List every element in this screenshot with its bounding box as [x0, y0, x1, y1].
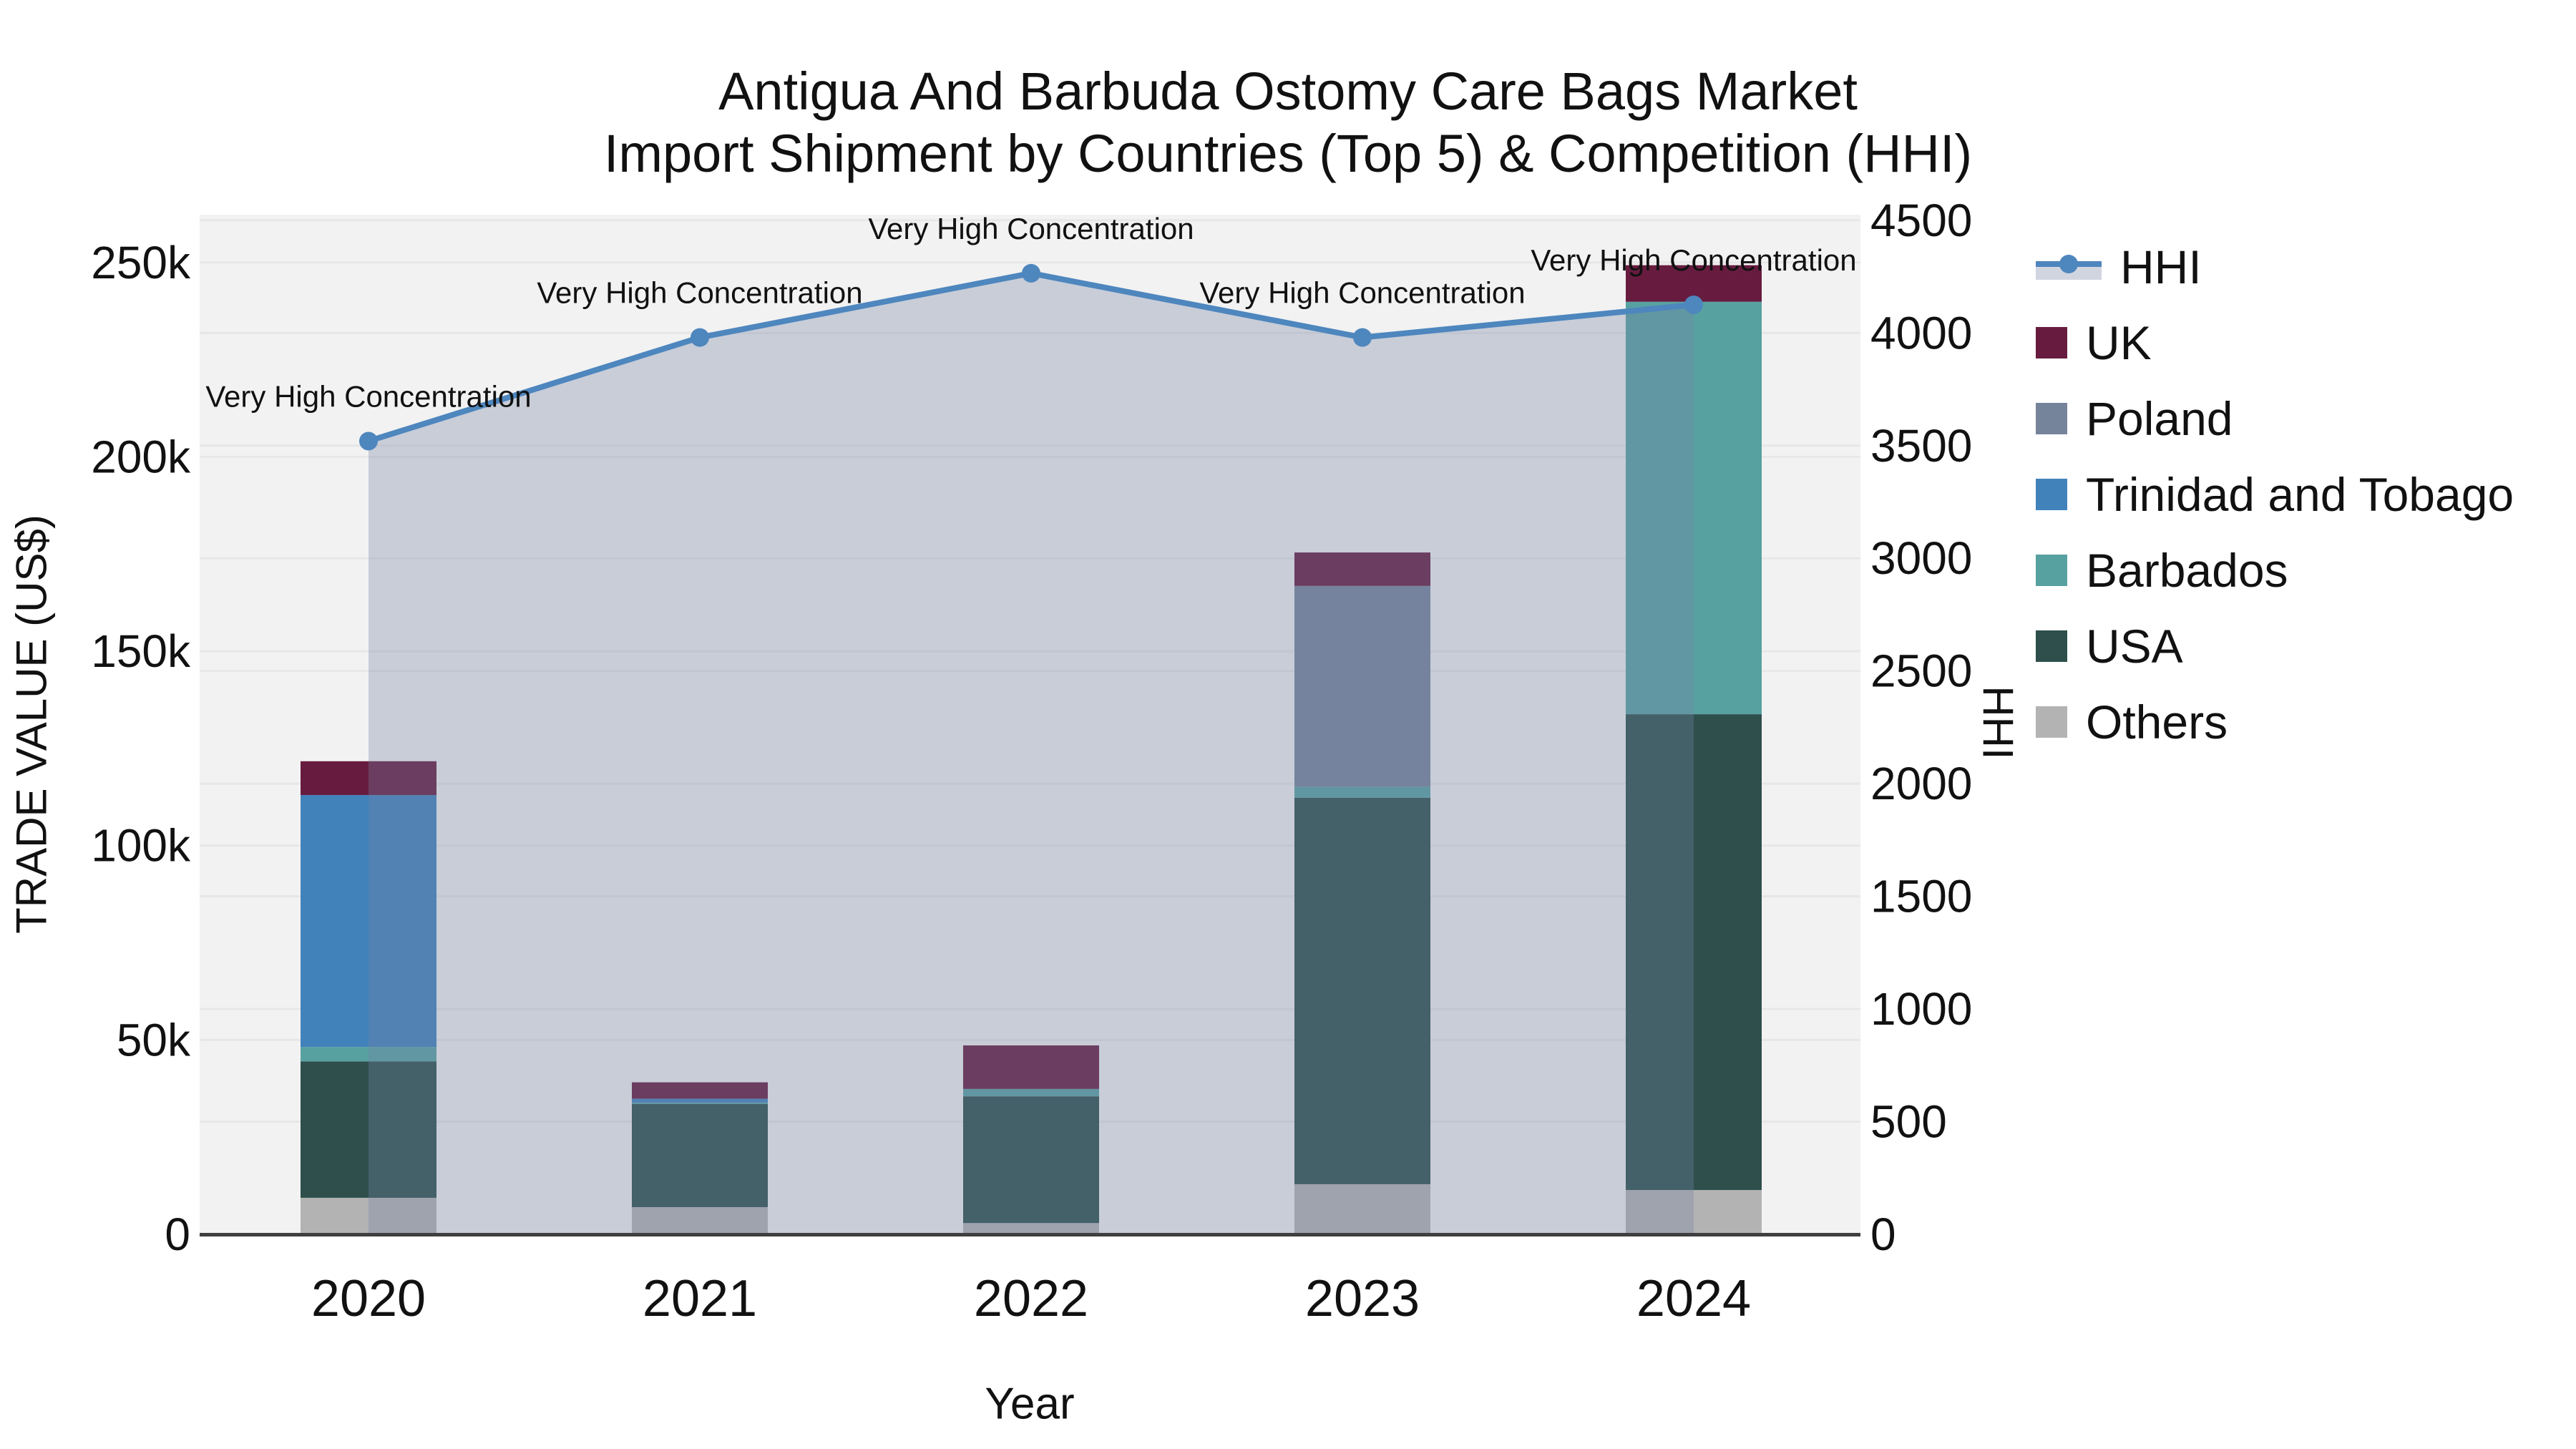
y-right-tick: 3000	[1870, 532, 1972, 584]
annotation-2023: Very High Concentration	[1199, 276, 1525, 310]
x-tick-2024: 2024	[1636, 1270, 1751, 1327]
annotation-2021: Very High Concentration	[537, 276, 862, 310]
y-axis-title-left: TRADE VALUE (US$)	[7, 514, 56, 934]
bar-segment-usa-2021[interactable]	[632, 1104, 768, 1207]
bar-segment-uk-2022[interactable]	[963, 1045, 1099, 1089]
bar-segment-uk-2020[interactable]	[301, 761, 436, 796]
x-tick-2021: 2021	[643, 1270, 757, 1327]
legend-item-uk[interactable]: UK	[2036, 316, 2514, 369]
bar-segment-others-2021[interactable]	[632, 1206, 768, 1234]
y-right-tick: 2500	[1870, 645, 1972, 697]
legend-swatch-icon	[2036, 630, 2067, 662]
y-left-tick: 200k	[91, 431, 191, 482]
x-axis-title: Year	[985, 1379, 1075, 1429]
bar-segment-others-2024[interactable]	[1626, 1190, 1762, 1234]
legend-swatch-icon	[2036, 403, 2067, 434]
bar-segment-trinidad-and-tobago-2020[interactable]	[301, 795, 436, 1048]
legend-swatch-icon	[2036, 555, 2067, 586]
y-right-tick: 1000	[1870, 983, 1972, 1035]
bar-segment-uk-2023[interactable]	[1294, 552, 1430, 586]
y-left-tick: 250k	[91, 237, 191, 288]
hhi-marker-2023[interactable]	[1353, 328, 1372, 347]
legend-label: Barbados	[2086, 544, 2288, 597]
legend-label: Others	[2086, 696, 2228, 748]
bar-segment-trinidad-and-tobago-2021[interactable]	[632, 1098, 768, 1103]
chart-title-line1: Antigua And Barbuda Ostomy Care Bags Mar…	[718, 62, 1858, 121]
bar-segment-usa-2022[interactable]	[963, 1096, 1099, 1224]
legend-label: HHI	[2120, 240, 2202, 293]
hhi-line-icon	[2036, 251, 2102, 283]
y-axis-title-right: HHI	[1974, 686, 2022, 760]
y-right-tick: 500	[1870, 1096, 1947, 1148]
annotation-2024: Very High Concentration	[1531, 243, 1856, 277]
bar-segment-uk-2021[interactable]	[632, 1082, 768, 1099]
x-axis-line	[200, 1233, 1860, 1236]
y-left-tick: 0	[165, 1209, 190, 1260]
bar-segment-barbados-2023[interactable]	[1294, 786, 1430, 798]
annotation-2020: Very High Concentration	[205, 379, 531, 413]
bar-segment-others-2020[interactable]	[301, 1197, 436, 1234]
legend-swatch-icon	[2036, 327, 2067, 358]
bar-segment-barbados-2020[interactable]	[301, 1047, 436, 1062]
legend-item-barbados[interactable]: Barbados	[2036, 544, 2514, 597]
hhi-marker-2020[interactable]	[359, 431, 378, 451]
hhi-marker-2022[interactable]	[1022, 263, 1040, 283]
legend-label: UK	[2086, 316, 2152, 369]
y-right-tick: 4000	[1870, 307, 1972, 358]
chart-title: Antigua And Barbuda Ostomy Care Bags Mar…	[0, 60, 2576, 185]
bar-segment-usa-2020[interactable]	[301, 1061, 436, 1198]
bar-segment-others-2022[interactable]	[963, 1223, 1099, 1234]
bar-segment-usa-2024[interactable]	[1626, 714, 1762, 1191]
legend-label: Poland	[2086, 392, 2233, 445]
y-right-tick: 2000	[1870, 758, 1972, 809]
y-left-tick: 50k	[117, 1014, 191, 1065]
y-right-tick: 4500	[1870, 195, 1972, 246]
y-right-tick: 0	[1870, 1209, 1896, 1260]
legend: HHI UK Poland Trinidad and Tobago Barbados US…	[2036, 240, 2514, 748]
annotation-2022: Very High Concentration	[868, 212, 1194, 245]
x-tick-2023: 2023	[1305, 1270, 1420, 1327]
bar-segment-barbados-2021[interactable]	[632, 1102, 768, 1105]
hhi-marker-2021[interactable]	[691, 328, 709, 347]
legend-swatch-icon	[2036, 479, 2067, 510]
x-tick-2022: 2022	[974, 1270, 1088, 1327]
bar-segment-others-2023[interactable]	[1294, 1184, 1430, 1234]
y-left-tick: 100k	[91, 820, 191, 872]
bar-segment-barbados-2024[interactable]	[1626, 301, 1762, 715]
hhi-area-fill	[369, 273, 1694, 1235]
hhi-marker-2024[interactable]	[1684, 295, 1703, 314]
legend-label: USA	[2086, 620, 2183, 673]
legend-item-usa[interactable]: USA	[2036, 620, 2514, 673]
legend-swatch-icon	[2036, 706, 2067, 738]
legend-label: Trinidad and Tobago	[2086, 468, 2514, 521]
y-left-tick: 150k	[91, 625, 191, 677]
legend-item-trinidad-and-tobago[interactable]: Trinidad and Tobago	[2036, 468, 2514, 521]
legend-item-hhi[interactable]: HHI	[2036, 240, 2514, 293]
x-tick-2020: 2020	[311, 1270, 426, 1327]
bar-segment-poland-2023[interactable]	[1294, 585, 1430, 787]
chart-title-line2: Import Shipment by Countries (Top 5) & C…	[603, 124, 1973, 184]
bar-segment-usa-2023[interactable]	[1294, 797, 1430, 1184]
y-right-tick: 3500	[1870, 420, 1972, 472]
legend-item-poland[interactable]: Poland	[2036, 392, 2514, 445]
y-right-tick: 1500	[1870, 871, 1972, 922]
legend-item-others[interactable]: Others	[2036, 696, 2514, 748]
bar-segment-barbados-2022[interactable]	[963, 1088, 1099, 1097]
